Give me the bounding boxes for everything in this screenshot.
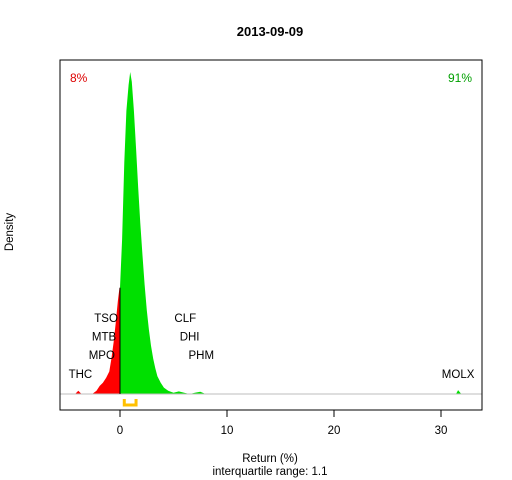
annotation-molx: MOLX	[442, 369, 475, 381]
x-tick-label: 0	[117, 425, 123, 437]
density-area-layer	[60, 72, 482, 407]
x-axis: 0 10 20 30	[117, 409, 448, 437]
x-tick-label: 30	[435, 425, 448, 437]
chart-title: 2013-09-09	[237, 24, 304, 39]
positive-share-label: 91%	[448, 71, 472, 85]
interquartile-range-bracket	[122, 399, 138, 407]
y-axis-label: Density	[4, 213, 16, 252]
annotation-mpo: MPO	[89, 350, 115, 362]
negative-returns-area	[75, 287, 120, 394]
annotation-layer: THC MPO MTB TSO PHM DHI CLF MOLX	[69, 313, 475, 381]
annotation-dhi: DHI	[180, 332, 200, 344]
annotation-mtb: MTB	[92, 332, 117, 344]
annotation-thc: THC	[69, 369, 93, 381]
annotation-tso: TSO	[94, 313, 118, 325]
x-tick-label: 20	[328, 425, 341, 437]
annotation-clf: CLF	[174, 313, 196, 325]
positive-returns-area	[120, 72, 462, 394]
x-tick-label: 10	[221, 425, 234, 437]
negative-share-label: 8%	[70, 71, 88, 85]
x-axis-label: Return (%)	[242, 453, 298, 465]
annotation-phm: PHM	[189, 350, 215, 362]
interquartile-range-label: interquartile range: 1.1	[212, 466, 327, 478]
plot-frame	[59, 59, 483, 411]
